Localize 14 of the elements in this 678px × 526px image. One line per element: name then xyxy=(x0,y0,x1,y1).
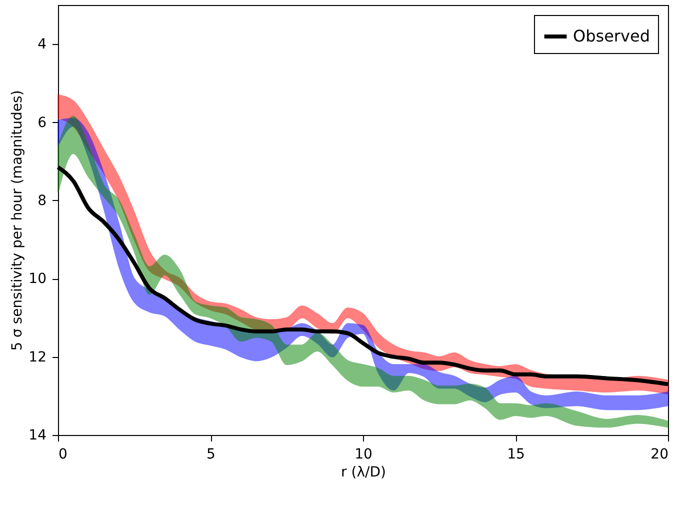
x-tick-label: 20 xyxy=(650,446,668,462)
y-tick-label: 12 xyxy=(28,349,46,366)
y-axis-title: 5 σ sensitivity per hour (magnitudes) xyxy=(10,90,26,351)
x-tick-label: 15 xyxy=(507,446,525,462)
x-tick-label: 5 xyxy=(206,446,216,462)
y-tick-label: 8 xyxy=(38,192,46,209)
y-tick-label: 14 xyxy=(28,428,47,444)
y-tick-label: 4 xyxy=(38,36,47,53)
y-tick-label: 10 xyxy=(28,271,46,288)
y-tick-label: 6 xyxy=(38,114,47,131)
x-tick-label: 10 xyxy=(354,446,372,462)
x-tick-label: 0 xyxy=(58,446,68,462)
x-axis-title: r (λ/D) xyxy=(341,464,386,480)
legend-label: Observed xyxy=(573,26,650,46)
